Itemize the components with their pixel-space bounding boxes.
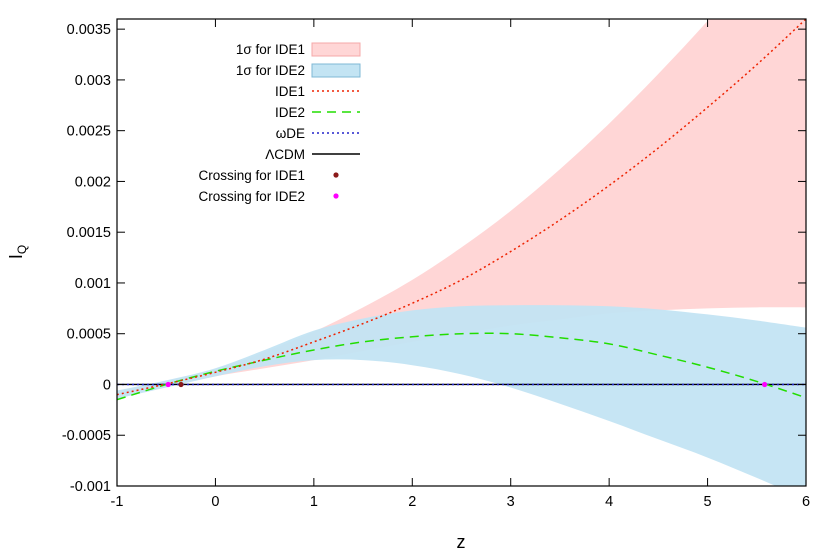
series-lines bbox=[117, 19, 806, 401]
legend-item: 1σ for IDE2 bbox=[236, 63, 361, 78]
legend-item: ΛCDM bbox=[265, 147, 360, 162]
x-tick-label: 4 bbox=[605, 494, 613, 510]
x-tick-label: -1 bbox=[111, 494, 124, 510]
legend-label: 1σ for IDE2 bbox=[236, 63, 305, 78]
legend-label: IDE2 bbox=[275, 105, 305, 120]
legend-item: IDE2 bbox=[275, 105, 360, 120]
y-tick-label: 0.003 bbox=[75, 73, 111, 89]
y-axis-label-sub: Q bbox=[15, 245, 29, 254]
y-tick-label: 0.0015 bbox=[67, 225, 111, 241]
legend-item: 1σ for IDE1 bbox=[236, 42, 361, 57]
series-line-2 bbox=[117, 332, 806, 401]
plot-frame bbox=[116, 18, 807, 487]
legend-label: ΛCDM bbox=[265, 147, 305, 162]
x-tick-label: 1 bbox=[310, 494, 318, 510]
confidence-bands bbox=[117, 19, 806, 486]
legend-label: ωDE bbox=[276, 126, 305, 141]
y-tick-label: 0.0005 bbox=[67, 327, 111, 343]
crossing-point-2-1 bbox=[165, 381, 171, 388]
legend-item: Crossing for IDE2 bbox=[198, 189, 339, 204]
legend-swatch bbox=[333, 172, 339, 178]
x-axis: -1 0 1 2 3 4 5 6 bbox=[111, 19, 810, 510]
legend-label: Crossing for IDE1 bbox=[198, 168, 305, 183]
x-tick-label: 5 bbox=[704, 494, 712, 510]
crossing-point-2-2 bbox=[762, 381, 768, 388]
band-2 bbox=[117, 305, 806, 486]
y-tick-label: -0.001 bbox=[70, 479, 111, 495]
legend-item: IDE1 bbox=[275, 84, 360, 99]
y-tick-label: -0.0005 bbox=[62, 428, 111, 444]
y-tick-label: 0.0025 bbox=[67, 124, 111, 140]
legend-label: 1σ for IDE1 bbox=[236, 42, 305, 57]
x-tick-label: 6 bbox=[802, 494, 810, 510]
legend-swatch bbox=[311, 42, 361, 57]
legend-item: ωDE bbox=[276, 126, 360, 141]
x-tick-label: 0 bbox=[211, 494, 219, 510]
y-axis-label: IQ bbox=[6, 245, 29, 259]
crossing-points bbox=[165, 381, 768, 388]
legend-swatch bbox=[311, 63, 361, 78]
y-tick-label: 0.001 bbox=[75, 276, 111, 292]
y-tick-label: 0 bbox=[103, 377, 111, 393]
x-tick-label: 2 bbox=[408, 494, 416, 510]
y-axis: -0.001 -0.0005 0 0.0005 0.001 0.0015 0.002 0.00… bbox=[62, 22, 806, 495]
legend-label: Crossing for IDE2 bbox=[198, 189, 305, 204]
y-axis-label-main: I bbox=[6, 254, 26, 259]
x-tick-label: 3 bbox=[507, 494, 515, 510]
legend: 1σ for IDE1 1σ for IDE2 IDE1 IDE2 ωDE ΛCDM Cro… bbox=[198, 42, 361, 204]
legend-item: Crossing for IDE1 bbox=[198, 168, 339, 183]
y-tick-label: 0.002 bbox=[75, 174, 111, 190]
crossing-point-1-1 bbox=[178, 381, 184, 388]
band-1 bbox=[117, 19, 806, 397]
x-axis-label: z bbox=[457, 532, 466, 552]
legend-swatch bbox=[333, 193, 339, 199]
y-tick-label: 0.0035 bbox=[67, 22, 111, 38]
legend-label: IDE1 bbox=[275, 84, 305, 99]
